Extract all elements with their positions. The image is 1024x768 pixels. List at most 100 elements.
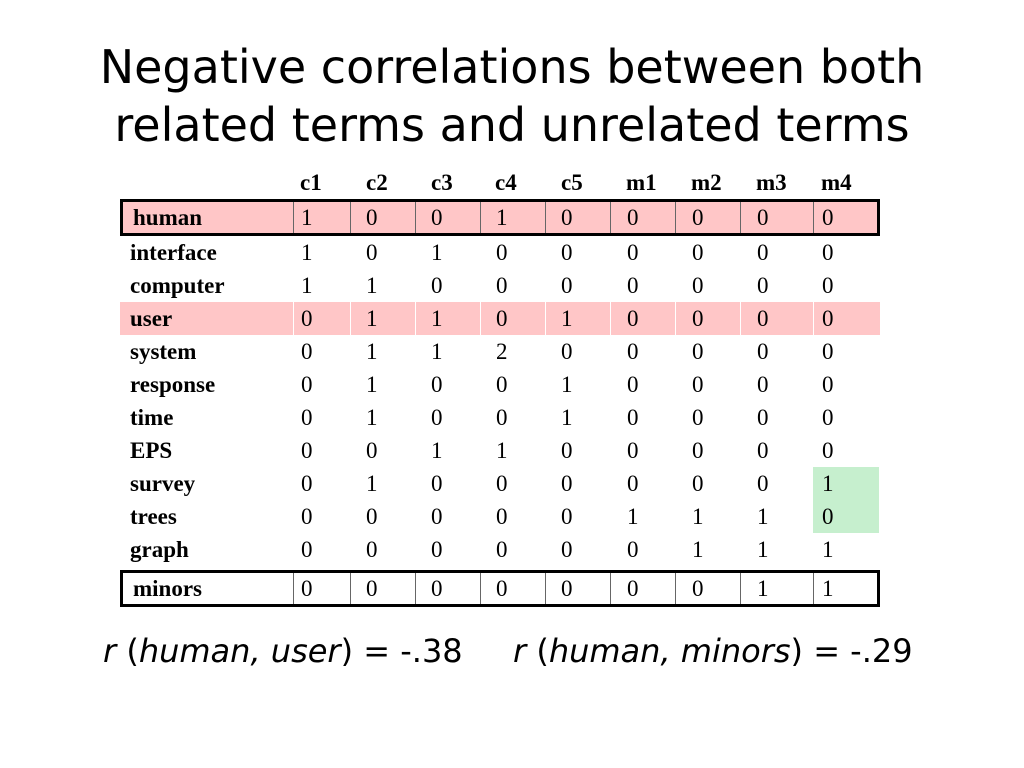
cell-graph-m1: 0 <box>627 537 639 562</box>
cell-system-c4: 2 <box>496 338 508 364</box>
slide-title: Negative correlations between both relat… <box>40 38 984 154</box>
cell-divider <box>610 573 611 604</box>
cell-computer-c5: 0 <box>561 272 573 298</box>
cell-time-m4: 0 <box>822 404 834 430</box>
cell-trees-m2: 1 <box>692 503 704 529</box>
cell-user-c1: 0 <box>301 305 313 331</box>
cell-minors-c4: 0 <box>496 575 508 601</box>
cell-trees-c3: 0 <box>431 503 443 529</box>
cell-minors-c3: 0 <box>431 575 443 601</box>
matrix-row-human: human 1 0 0 1 0 0 0 0 0 <box>120 199 880 236</box>
cell-user-m1: 0 <box>627 305 639 331</box>
formula-human-minors: r (human, minors) = -.29 <box>513 632 913 670</box>
cell-divider <box>480 573 481 604</box>
row-label: graph <box>130 537 189 562</box>
cell-computer-m3: 0 <box>757 272 769 298</box>
cell-system-m2: 0 <box>692 338 704 364</box>
cell-graph-m3: 1 <box>757 537 769 562</box>
cell-trees-c2: 0 <box>366 503 378 529</box>
cell-divider <box>480 202 481 233</box>
cell-divider <box>350 202 351 233</box>
cell-divider <box>415 302 416 335</box>
column-header-c1: c1 <box>300 169 322 195</box>
matrix-row-response: response 0 1 0 0 1 0 0 0 0 <box>120 368 880 401</box>
cell-divider <box>675 573 676 604</box>
cell-system-m1: 0 <box>627 338 639 364</box>
cell-eps-m3: 0 <box>757 437 769 463</box>
matrix-row-interface: interface 1 0 1 0 0 0 0 0 0 <box>120 236 880 269</box>
row-label: survey <box>130 470 196 496</box>
cell-interface-c3: 1 <box>431 239 443 265</box>
cell-survey-m1: 0 <box>627 470 639 496</box>
cell-divider <box>545 202 546 233</box>
cell-minors-c5: 0 <box>561 575 573 601</box>
cell-survey-m3: 0 <box>757 470 769 496</box>
matrix-row-trees: trees 0 0 0 0 0 1 1 1 0 <box>120 500 880 533</box>
title-line-2: related terms and unrelated terms <box>114 98 910 152</box>
cell-eps-m1: 0 <box>627 437 639 463</box>
cell-response-m1: 0 <box>627 371 639 397</box>
cell-user-c4: 0 <box>496 305 508 331</box>
cell-time-c2: 1 <box>366 404 378 430</box>
cell-eps-c5: 0 <box>561 437 573 463</box>
cell-survey-c3: 0 <box>431 470 443 496</box>
cell-human-c2: 0 <box>366 204 378 230</box>
cell-survey-c5: 0 <box>561 470 573 496</box>
cell-divider <box>350 573 351 604</box>
cell-response-m2: 0 <box>692 371 704 397</box>
cell-trees-c5: 0 <box>561 503 573 529</box>
cell-minors-m1: 0 <box>627 575 639 601</box>
column-header-m4: m4 <box>821 169 852 195</box>
row-label: computer <box>130 272 225 298</box>
cell-system-m3: 0 <box>757 338 769 364</box>
cell-user-m3: 0 <box>757 305 769 331</box>
cell-user-m2: 0 <box>692 305 704 331</box>
cell-eps-m2: 0 <box>692 437 704 463</box>
cell-minors-m2: 0 <box>692 575 704 601</box>
highlight-m4-survey-trees <box>813 467 879 533</box>
cell-human-c3: 0 <box>431 204 443 230</box>
cell-computer-c3: 0 <box>431 272 443 298</box>
cell-trees-c1: 0 <box>301 503 313 529</box>
cell-computer-m1: 0 <box>627 272 639 298</box>
column-header-c5: c5 <box>561 169 583 195</box>
matrix-header-row: c1 c2 c3 c4 c5 m1 m2 m3 m4 <box>120 166 880 199</box>
cell-interface-m4: 0 <box>822 239 834 265</box>
formula-human-user: r (human, user) = -.38 <box>103 632 463 670</box>
cell-human-c4: 1 <box>496 204 508 230</box>
cell-response-m3: 0 <box>757 371 769 397</box>
cell-interface-c1: 1 <box>301 239 313 265</box>
cell-human-m2: 0 <box>692 204 704 230</box>
cell-divider <box>480 302 481 335</box>
cell-divider <box>740 302 741 335</box>
cell-divider <box>545 302 546 335</box>
cell-interface-c4: 0 <box>496 239 508 265</box>
column-header-c2: c2 <box>366 169 388 195</box>
cell-trees-m4: 0 <box>822 503 834 529</box>
cell-eps-c3: 1 <box>431 437 443 463</box>
cell-trees-m3: 1 <box>757 503 769 529</box>
row-label: interface <box>130 239 217 265</box>
cell-time-c5: 1 <box>561 404 573 430</box>
cell-divider <box>293 202 294 233</box>
row-label: response <box>130 371 216 397</box>
cell-time-m1: 0 <box>627 404 639 430</box>
column-header-m3: m3 <box>756 169 787 195</box>
cell-computer-c1: 1 <box>301 272 313 298</box>
cell-survey-m4: 1 <box>822 470 834 496</box>
cell-response-c1: 0 <box>301 371 313 397</box>
cell-response-m4: 0 <box>822 371 834 397</box>
cell-time-m3: 0 <box>757 404 769 430</box>
cell-time-m2: 0 <box>692 404 704 430</box>
cell-graph-c2: 0 <box>366 537 378 562</box>
cell-divider <box>813 202 814 233</box>
matrix-row-survey: survey 0 1 0 0 0 0 0 0 1 <box>120 467 880 500</box>
matrix-row-eps: EPS 0 0 1 1 0 0 0 0 0 <box>120 434 880 467</box>
cell-system-c3: 1 <box>431 338 443 364</box>
term-document-matrix: c1 c2 c3 c4 c5 m1 m2 m3 m4 human 1 0 0 1 0 0 0 0 0 interfac… <box>120 166 880 607</box>
cell-user-m4: 0 <box>822 305 834 331</box>
cell-divider <box>350 302 351 335</box>
cell-interface-c5: 0 <box>561 239 573 265</box>
cell-response-c5: 1 <box>561 371 573 397</box>
cell-response-c3: 0 <box>431 371 443 397</box>
